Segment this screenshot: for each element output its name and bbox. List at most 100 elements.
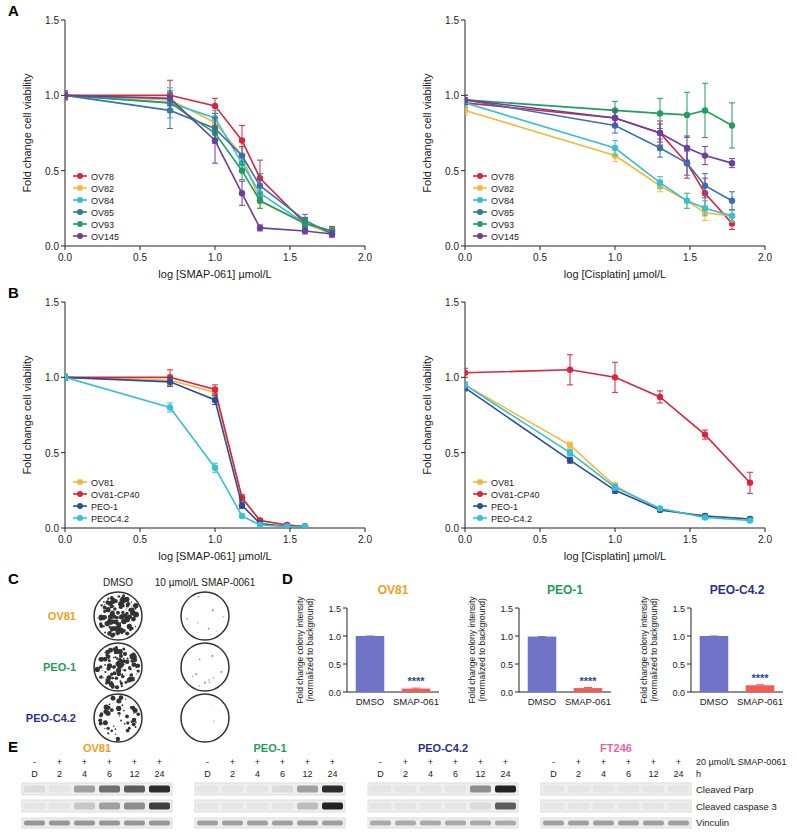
error-cap (412, 688, 420, 689)
legend-label: OV84 (491, 196, 514, 206)
band (618, 821, 639, 826)
colony (105, 650, 110, 655)
colony (106, 682, 108, 684)
colony (110, 596, 114, 600)
chart-title: PEO-C4.2 (710, 583, 765, 597)
cell-line-label: PEO-C4.2 (418, 742, 468, 754)
error-cap (729, 158, 735, 159)
band (149, 786, 170, 793)
colony (110, 648, 111, 649)
colony (208, 628, 210, 630)
colony (192, 676, 193, 677)
error-cap (167, 80, 173, 81)
y-axis (519, 608, 520, 692)
point (612, 484, 618, 490)
colony (128, 666, 131, 669)
error-cap (465, 104, 468, 105)
error-cap (612, 140, 618, 141)
colony (132, 718, 137, 723)
colony (125, 631, 129, 635)
time-label: 24 (500, 769, 510, 779)
point (212, 386, 218, 392)
bar (402, 689, 431, 692)
error-cap (612, 155, 618, 156)
time-label: 2 (57, 769, 62, 779)
y-axis (65, 20, 66, 246)
band (197, 786, 218, 793)
colony (212, 609, 214, 611)
band (49, 786, 70, 793)
treatment-label: + (626, 757, 631, 767)
colony (115, 685, 119, 689)
point (657, 130, 663, 136)
x-axis-label: log [Cisplatin] µmol/L (564, 550, 666, 562)
x-tick (465, 528, 466, 532)
band (618, 803, 639, 810)
plate (181, 694, 229, 742)
band (470, 803, 491, 810)
y-tick-label: 0.0 (500, 688, 513, 698)
error-cap (538, 636, 546, 637)
colony (109, 620, 114, 625)
colony (130, 674, 133, 677)
y-tick (515, 608, 519, 609)
colony (117, 623, 121, 627)
error-bar (167, 80, 173, 110)
colony (117, 712, 120, 715)
error-cap (684, 193, 690, 194)
colony (125, 617, 130, 622)
error-cap (657, 157, 663, 158)
colony (114, 685, 115, 686)
legend-label: OV85 (491, 208, 514, 218)
legend-label: OV81-CP40 (491, 490, 540, 500)
colony (136, 674, 137, 675)
error-cap (657, 390, 663, 391)
point (302, 220, 308, 226)
y-tick (687, 608, 691, 609)
y-tick-label: 1.5 (672, 604, 685, 614)
colony (110, 708, 114, 712)
point (747, 517, 753, 523)
band (74, 803, 95, 810)
y-tick (515, 692, 519, 693)
error-cap (729, 148, 735, 149)
legend-marker (77, 209, 83, 215)
x-tick (765, 246, 766, 250)
curve (465, 370, 750, 483)
time-label: 4 (255, 769, 260, 779)
blot-strip (541, 783, 691, 795)
band (272, 821, 293, 826)
error-cap (465, 107, 468, 108)
treatment-label: - (379, 757, 382, 767)
point (239, 167, 245, 173)
error-cap (702, 220, 708, 221)
time-label: 2 (230, 769, 235, 779)
error-cap (684, 208, 690, 209)
band (668, 821, 689, 826)
colony (99, 675, 103, 679)
y-tick-label: 0.0 (328, 688, 341, 698)
treatment-label: + (305, 757, 310, 767)
colony (115, 728, 117, 730)
point (657, 130, 663, 136)
point (567, 457, 573, 463)
colony (118, 595, 121, 598)
colony (120, 596, 125, 601)
band (247, 786, 268, 793)
error-bar (257, 193, 263, 208)
error-cap (657, 188, 663, 189)
legend-marker (77, 479, 83, 485)
point (465, 97, 468, 103)
x-tick-label: 2.0 (758, 534, 772, 545)
legend-label: OV81-CP40 (91, 490, 140, 500)
error-cap (612, 125, 618, 126)
point (657, 505, 663, 511)
band (668, 786, 689, 793)
error-cap (702, 215, 708, 216)
point (567, 449, 573, 455)
colony (120, 720, 122, 722)
legend-label: OV85 (91, 208, 114, 218)
colony (120, 663, 124, 667)
point (65, 92, 68, 98)
error-cap (684, 193, 690, 194)
